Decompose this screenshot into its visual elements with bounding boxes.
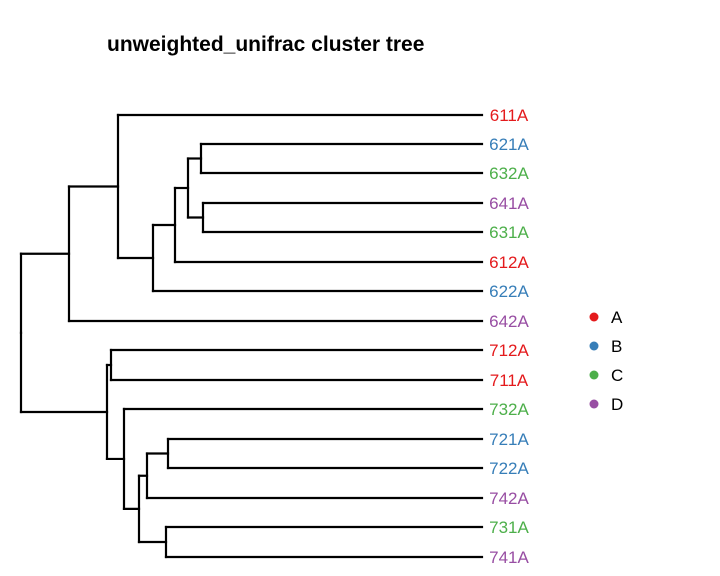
- legend-label-D: D: [611, 395, 623, 414]
- page-title: unweighted_unifrac cluster tree: [107, 33, 425, 56]
- legend-marker-D: [589, 399, 599, 409]
- leaf-labels: 611A 621A 632A 641A 631A 612A 622A 642A 712A 711A…: [489, 106, 529, 567]
- legend-label-B: B: [611, 337, 622, 356]
- leaf-label-622A: 622A: [489, 282, 529, 301]
- leaf-label-741A: 741A: [489, 548, 529, 567]
- leaf-label-632A: 632A: [489, 164, 529, 183]
- leaf-label-621A: 621A: [489, 135, 529, 154]
- leaf-label-641A: 641A: [489, 194, 529, 213]
- legend-label-A: A: [611, 308, 623, 327]
- leaf-label-611A: 611A: [490, 106, 529, 125]
- leaf-label-711A: 711A: [490, 371, 529, 390]
- tree-branches: [19, 113, 484, 559]
- leaf-label-742A: 742A: [489, 489, 529, 508]
- leaf-label-722A: 722A: [489, 459, 529, 478]
- leaf-label-612A: 612A: [489, 253, 529, 272]
- leaf-label-732A: 732A: [489, 400, 529, 419]
- legend-marker-A: [589, 312, 599, 322]
- legend-marker-C: [589, 370, 599, 380]
- leaf-label-642A: 642A: [489, 312, 529, 331]
- leaf-label-631A: 631A: [489, 223, 529, 242]
- legend-label-C: C: [611, 366, 623, 385]
- legend-marker-B: [589, 341, 599, 351]
- leaf-label-731A: 731A: [489, 518, 529, 537]
- leaf-label-712A: 712A: [489, 341, 529, 360]
- leaf-label-721A: 721A: [489, 430, 529, 449]
